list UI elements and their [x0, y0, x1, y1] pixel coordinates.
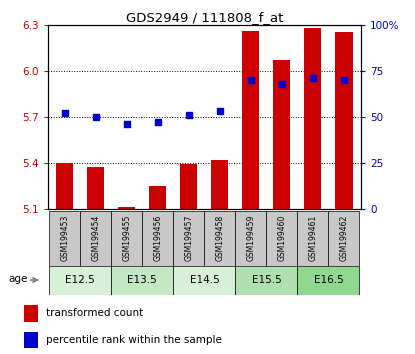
Bar: [111, 211, 142, 266]
Point: [278, 81, 285, 86]
Bar: [173, 211, 204, 266]
Text: E14.5: E14.5: [190, 275, 219, 285]
Bar: [24, 332, 38, 348]
Text: transformed count: transformed count: [46, 308, 144, 318]
Point: [124, 121, 130, 127]
Bar: [273, 60, 290, 209]
Text: GSM199461: GSM199461: [308, 215, 317, 261]
Point: [93, 114, 99, 120]
Text: GSM199457: GSM199457: [184, 215, 193, 261]
Bar: [204, 211, 235, 266]
Text: GSM199460: GSM199460: [278, 215, 286, 261]
Bar: [111, 266, 173, 295]
Point: [154, 120, 161, 125]
Point: [186, 112, 192, 118]
Point: [248, 77, 254, 83]
Bar: [142, 211, 173, 266]
Text: GSM199458: GSM199458: [215, 215, 225, 261]
Point: [61, 110, 68, 116]
Bar: [242, 31, 259, 209]
Bar: [118, 207, 135, 209]
Bar: [149, 186, 166, 209]
Bar: [235, 266, 298, 295]
Bar: [335, 33, 352, 209]
Point: [217, 108, 223, 114]
Bar: [181, 164, 198, 209]
Text: GSM199454: GSM199454: [91, 215, 100, 261]
Bar: [49, 211, 80, 266]
Text: E15.5: E15.5: [251, 275, 281, 285]
Text: E13.5: E13.5: [127, 275, 157, 285]
Bar: [80, 211, 111, 266]
Bar: [298, 211, 329, 266]
Bar: [173, 266, 235, 295]
Text: E12.5: E12.5: [66, 275, 95, 285]
Bar: [329, 211, 359, 266]
Point: [310, 75, 316, 81]
Title: GDS2949 / 111808_f_at: GDS2949 / 111808_f_at: [126, 11, 283, 24]
Text: GSM199462: GSM199462: [339, 215, 349, 261]
Text: GSM199459: GSM199459: [247, 215, 255, 261]
Text: percentile rank within the sample: percentile rank within the sample: [46, 335, 222, 345]
Bar: [235, 211, 266, 266]
Bar: [298, 266, 359, 295]
Text: E16.5: E16.5: [314, 275, 343, 285]
Bar: [211, 160, 228, 209]
Text: age: age: [9, 274, 28, 284]
Bar: [87, 167, 104, 209]
Text: GSM199456: GSM199456: [154, 215, 162, 261]
Text: GSM199453: GSM199453: [60, 215, 69, 261]
Bar: [24, 305, 38, 321]
Bar: [56, 163, 73, 209]
Bar: [49, 266, 111, 295]
Text: GSM199455: GSM199455: [122, 215, 131, 261]
Point: [341, 77, 347, 83]
Bar: [266, 211, 298, 266]
Bar: [305, 28, 322, 209]
